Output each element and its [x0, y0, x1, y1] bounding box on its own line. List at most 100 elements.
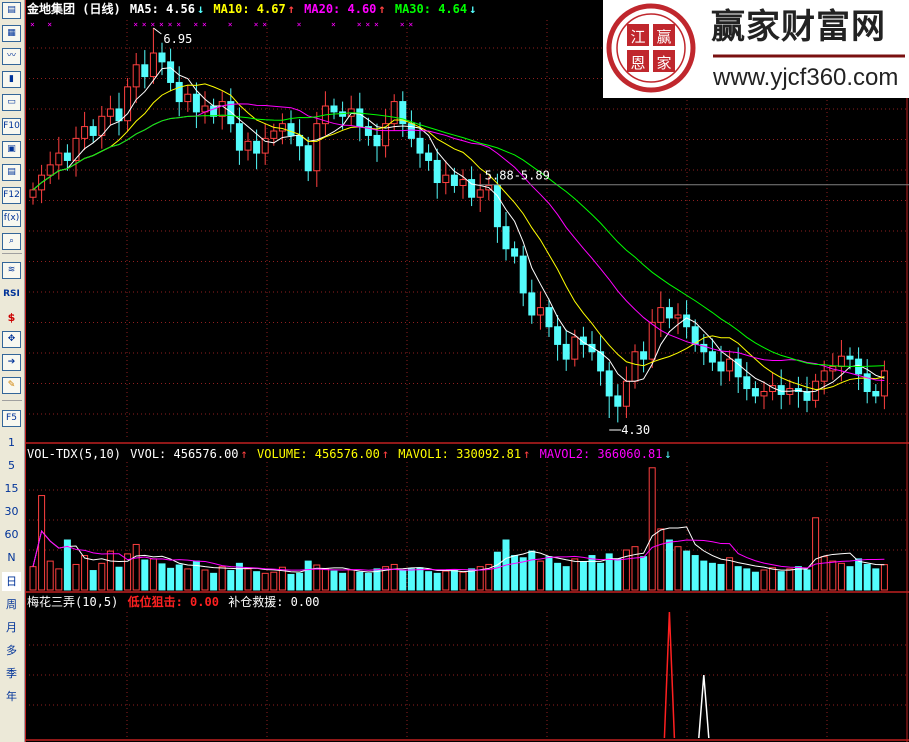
candle-down	[235, 123, 243, 151]
seal-logo: 江 赢 恩 家	[606, 3, 905, 93]
indicator-icon[interactable]: ≋	[2, 262, 21, 279]
volume-bar-down	[433, 572, 441, 591]
move-icon[interactable]: ✥	[2, 331, 21, 348]
candle-up	[124, 86, 132, 122]
toolbar-button-年[interactable]: 年	[6, 690, 17, 703]
toolbar-button-S[interactable]: $	[7, 311, 16, 324]
tree-icon[interactable]: ▣	[2, 141, 21, 158]
signal-marker: ×	[30, 20, 35, 29]
toolbar-button-多[interactable]: 多	[6, 644, 17, 657]
candle-down	[141, 64, 149, 78]
volume-bar-down	[683, 550, 691, 591]
volume-bar-down	[846, 566, 854, 591]
volume-bar-up	[476, 566, 484, 591]
candle-down	[416, 137, 424, 154]
volume-bar-down	[665, 539, 673, 591]
volume-bar-up	[837, 562, 845, 591]
volume-bar-down	[855, 558, 863, 591]
toolbar-button-月[interactable]: 月	[6, 621, 17, 634]
window-icon[interactable]: ▭	[2, 94, 21, 111]
candle-icon[interactable]: ▮	[2, 71, 21, 88]
low-price-label: 4.30	[621, 423, 650, 437]
toolbar-separator	[2, 253, 22, 254]
signal-marker: ×	[193, 20, 198, 29]
candle-down	[167, 61, 175, 83]
volume-bar-up	[124, 553, 132, 591]
ma30-label: MA30: 4.64	[394, 2, 468, 16]
line-chart-icon[interactable]: 〰	[2, 48, 21, 65]
signal-marker: ×	[331, 20, 336, 29]
volume-bar-down	[528, 550, 536, 591]
watermark-logo: 江 赢 恩 家 赢家财富网 www.yjcf360.com	[603, 0, 909, 98]
toolbar-button-F10[interactable]: F10	[2, 118, 21, 135]
zoom-icon[interactable]: ⌕	[2, 233, 21, 250]
toolbar-button-RSI[interactable]: RSI	[3, 289, 20, 299]
toolbar-button-5[interactable]: 5	[8, 459, 15, 472]
signal-marker: ×	[202, 20, 207, 29]
draw-pencil-icon[interactable]: ✎	[2, 377, 21, 394]
mavol1-label: MAVOL1: 330092.81	[398, 447, 522, 461]
toolbar-button-季[interactable]: 季	[6, 667, 17, 680]
candle-up	[184, 93, 192, 103]
volume-bar-down	[364, 572, 372, 591]
signal-marker: ×	[47, 20, 52, 29]
candle-down	[665, 307, 673, 319]
ma10-line	[32, 83, 885, 390]
report-icon[interactable]: ▤	[2, 2, 21, 19]
candle-up	[313, 123, 321, 172]
ma5-arrow-icon: ↓	[196, 2, 205, 16]
volume-bar-down	[734, 566, 742, 591]
ma5-label: MA5: 4.56	[129, 2, 195, 16]
toolbar-button-15[interactable]: 15	[4, 482, 19, 495]
candle-down	[502, 226, 510, 250]
volume-bar-up	[29, 566, 37, 591]
notes-icon[interactable]: ▤	[2, 164, 21, 181]
candle-down	[700, 343, 708, 353]
toolbar-button-30[interactable]: 30	[4, 505, 19, 518]
svg-text:赢: 赢	[656, 28, 671, 46]
volume-bar-down	[287, 573, 295, 591]
volume-bar-down	[450, 569, 458, 591]
volume-bar-up	[244, 568, 252, 591]
volume-bar-down	[227, 570, 235, 591]
candle-down	[63, 152, 71, 161]
toolbar-button-周[interactable]: 周	[6, 598, 17, 611]
toolbar-button-F12[interactable]: F12	[2, 187, 21, 204]
candle-up	[55, 152, 63, 166]
candle-down	[192, 93, 200, 113]
signal-marker: ×	[159, 20, 164, 29]
candle-up	[820, 370, 828, 382]
volume-bar-down	[691, 555, 699, 591]
volume-bar-down	[794, 566, 802, 591]
volume-bar-down	[545, 556, 553, 591]
toolbar-button-1[interactable]: 1	[8, 436, 15, 449]
toolbar-button-日[interactable]: 日	[2, 572, 21, 591]
volume-bar-down	[330, 570, 338, 591]
candle-down	[717, 361, 725, 372]
export-icon[interactable]: ➔	[2, 354, 21, 371]
ma30-arrow-icon: ↓	[469, 2, 477, 16]
candle-down	[433, 159, 441, 184]
toolbar-button-F5[interactable]: F5	[2, 410, 21, 427]
toolbar-button-fx[interactable]: f(x)	[2, 210, 21, 227]
grid-icon[interactable]: ▦	[2, 25, 21, 42]
candle-down	[588, 343, 596, 353]
volume-bar-down	[141, 559, 149, 591]
toolbar-button-60[interactable]: 60	[4, 528, 19, 541]
candle-down	[708, 351, 716, 363]
candle-down	[89, 126, 97, 136]
candle-up	[244, 140, 252, 151]
volume-bar-up	[674, 546, 682, 591]
volume-bar-up	[261, 572, 269, 591]
candle-down	[743, 376, 751, 390]
ma5-line	[32, 67, 885, 393]
volume-bar-up	[132, 543, 140, 591]
volume-bar-up	[184, 568, 192, 591]
signal-marker: ×	[262, 20, 267, 29]
candle-up	[81, 126, 89, 139]
volume-bar-up	[459, 571, 467, 591]
toolbar-button-N[interactable]: N	[7, 551, 16, 564]
candle-up	[837, 355, 845, 367]
volume-bar-down	[588, 555, 596, 591]
chart-area[interactable]: ××××××××××××××××××××××××6.954.305.88-5.8…	[25, 0, 909, 742]
